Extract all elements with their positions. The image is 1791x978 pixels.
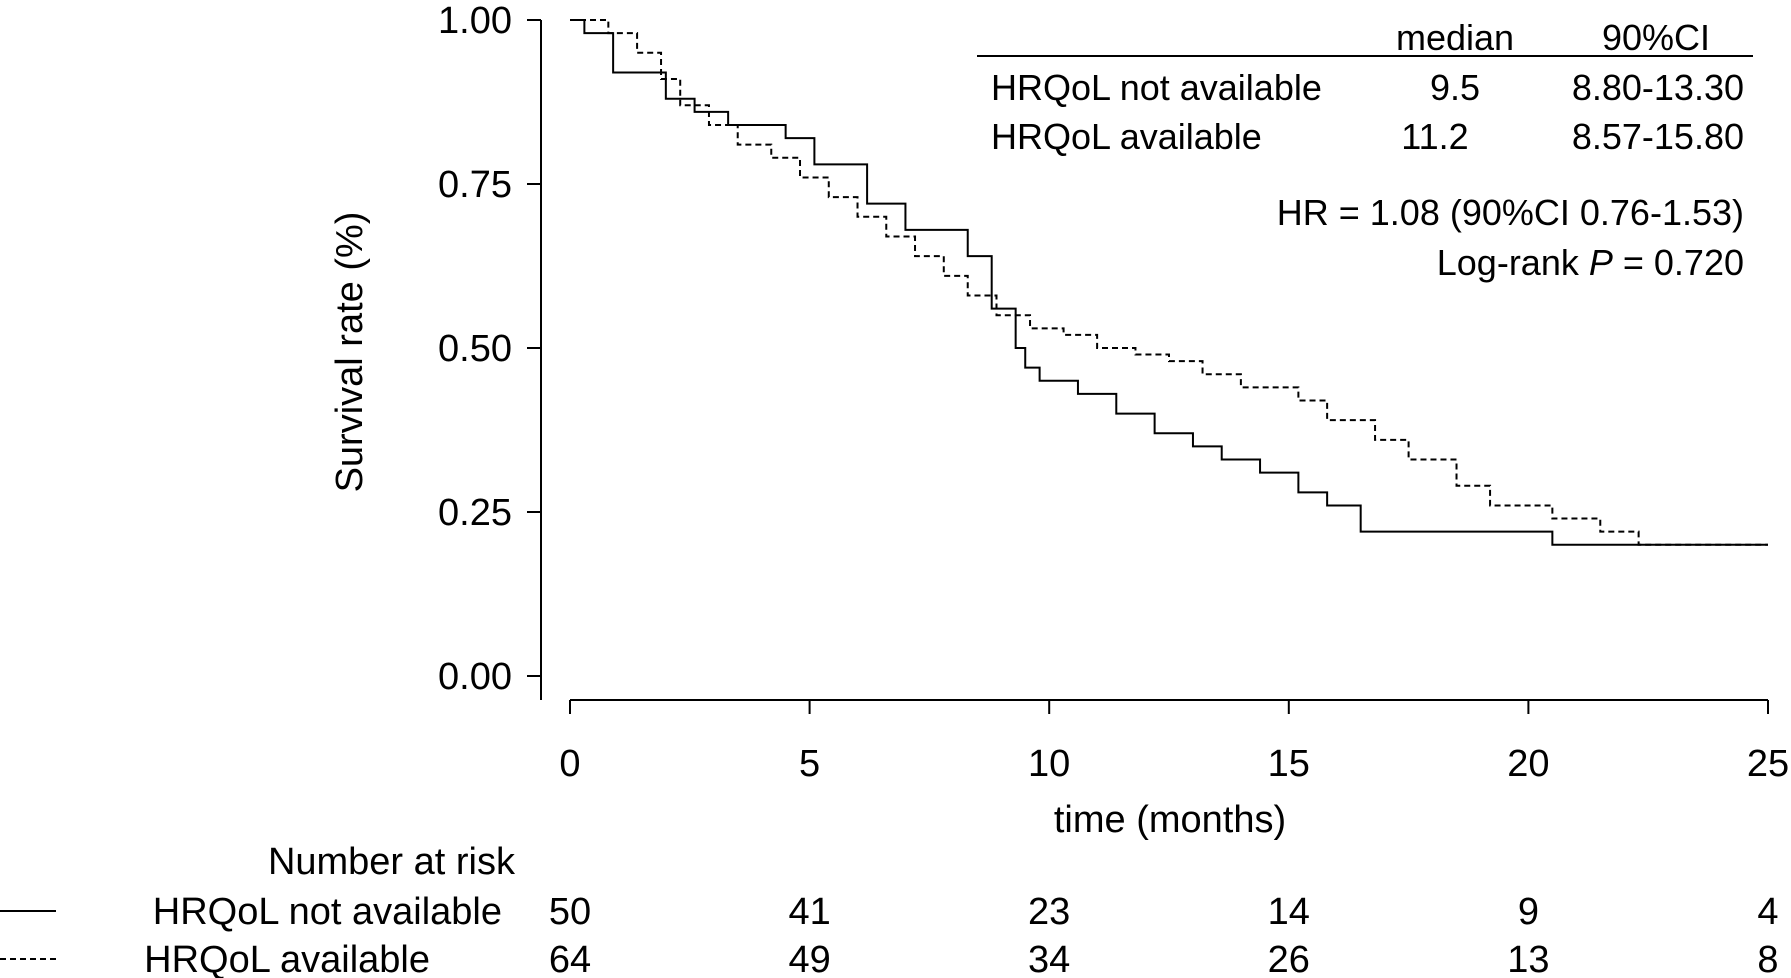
logrank-suffix: = 0.720 xyxy=(1613,242,1744,283)
y-tick-label: 0.50 xyxy=(438,328,512,370)
risk-value: 8 xyxy=(1757,939,1778,978)
summary-row-label: HRQoL available xyxy=(991,116,1262,157)
risk-value: 26 xyxy=(1268,939,1310,978)
risk-value: 34 xyxy=(1028,939,1070,978)
survival-curve-solid xyxy=(570,19,1768,546)
summary-header-median: median xyxy=(1396,17,1514,58)
summary-row-label: HRQoL not available xyxy=(991,67,1322,108)
x-tick-label: 25 xyxy=(1747,743,1789,785)
risk-value: 9 xyxy=(1518,891,1539,933)
logrank-p: P xyxy=(1589,242,1613,283)
y-tick-label: 0.75 xyxy=(438,164,512,206)
risk-value: 49 xyxy=(788,939,830,978)
summary-row-median: 9.5 xyxy=(1430,67,1480,108)
risk-value: 64 xyxy=(549,939,591,978)
x-tick-label: 5 xyxy=(799,743,820,785)
risk-table: Number at risk HRQoL not available HRQoL… xyxy=(0,841,1779,978)
x-axis-label: time (months) xyxy=(1054,799,1286,841)
y-tick-label: 1.00 xyxy=(438,0,512,42)
x-tick-label: 0 xyxy=(559,743,580,785)
y-tick-label: 0.00 xyxy=(438,656,512,698)
x-tick-label: 20 xyxy=(1507,743,1549,785)
summary-table: median 90%CI HRQoL not available 9.5 8.8… xyxy=(977,17,1753,283)
risk-value: 41 xyxy=(788,891,830,933)
summary-row-ci: 8.57-15.80 xyxy=(1572,116,1744,157)
risk-values: 50 41 23 14 9 4 64 49 34 26 13 8 xyxy=(549,891,1779,978)
x-tick-label: 10 xyxy=(1028,743,1070,785)
y-axis-label: Survival rate (%) xyxy=(329,212,371,493)
axes: 0.00 0.25 0.50 0.75 1.00 0 5 10 15 20 25 xyxy=(438,0,1789,785)
risk-value: 50 xyxy=(549,891,591,933)
hazard-ratio-text: HR = 1.08 (90%CI 0.76-1.53) xyxy=(1277,192,1744,233)
risk-table-title: Number at risk xyxy=(268,841,516,883)
summary-row-median: 11.2 xyxy=(1401,116,1468,157)
risk-value: 23 xyxy=(1028,891,1070,933)
summary-header-ci: 90%CI xyxy=(1602,17,1710,58)
x-tick-label: 15 xyxy=(1268,743,1310,785)
survival-curve-dashed xyxy=(570,19,1768,546)
y-tick-label: 0.25 xyxy=(438,492,512,534)
survival-curves xyxy=(570,19,1768,546)
risk-value: 13 xyxy=(1507,939,1549,978)
risk-row-label: HRQoL available xyxy=(144,939,430,978)
x-ticks: 0 5 10 15 20 25 xyxy=(559,700,1789,785)
risk-value: 4 xyxy=(1757,891,1778,933)
risk-value: 14 xyxy=(1268,891,1310,933)
summary-row-ci: 8.80-13.30 xyxy=(1572,67,1744,108)
logrank-text: Log-rank P = 0.720 xyxy=(1437,242,1744,283)
logrank-prefix: Log-rank xyxy=(1437,242,1589,283)
risk-row-label: HRQoL not available xyxy=(153,891,502,933)
y-ticks: 0.00 0.25 0.50 0.75 1.00 xyxy=(438,0,541,698)
